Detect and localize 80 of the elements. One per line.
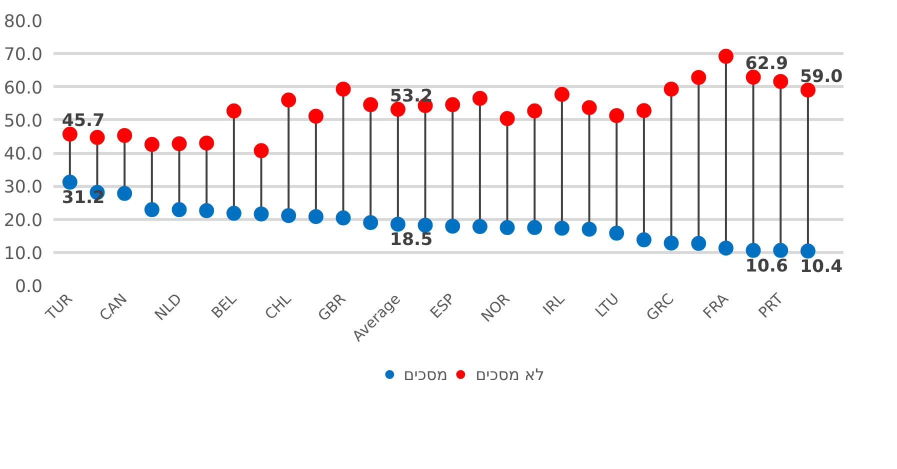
- data-label: 45.7: [62, 111, 105, 132]
- point: [746, 242, 761, 258]
- point: [472, 219, 488, 234]
- point: [636, 103, 652, 118]
- point: [254, 206, 269, 222]
- point: [800, 244, 816, 259]
- point: [363, 97, 378, 112]
- y-tick-label: 60.0: [4, 78, 43, 98]
- point: [691, 70, 706, 85]
- point: [472, 90, 488, 106]
- point: [609, 226, 624, 241]
- point: [691, 236, 706, 251]
- point: [800, 82, 816, 98]
- point: [554, 86, 570, 102]
- x-tick-label: FRA: [700, 290, 732, 322]
- data-label: 31.2: [62, 188, 105, 208]
- point: [172, 136, 187, 152]
- x-tick-label: LTU: [592, 290, 623, 321]
- point: [144, 136, 160, 152]
- point: [746, 70, 761, 85]
- point: [199, 203, 214, 218]
- point: [226, 206, 242, 221]
- point: [117, 128, 132, 143]
- point: [582, 222, 597, 237]
- point: [609, 108, 624, 124]
- x-tick-label: IRL: [540, 290, 569, 319]
- x-tick-label: ESP: [427, 290, 459, 322]
- point: [773, 74, 788, 89]
- data-label: 53.2: [390, 86, 433, 106]
- point: [718, 240, 734, 256]
- point: [554, 220, 570, 236]
- point: [500, 111, 515, 126]
- point: [527, 103, 542, 118]
- point: [117, 186, 132, 201]
- legend-label: מסכים: [404, 364, 448, 384]
- point: [718, 48, 734, 64]
- point: [445, 97, 460, 112]
- y-tick-label: 80.0: [4, 12, 43, 32]
- data-label: 10.6: [745, 256, 788, 276]
- data-label: 59.0: [800, 67, 843, 88]
- point: [336, 82, 351, 97]
- point: [390, 216, 406, 232]
- point: [308, 108, 324, 124]
- x-tick-label: TUR: [42, 290, 76, 324]
- point: [390, 102, 406, 117]
- point: [363, 215, 378, 230]
- y-tick-label: 40.0: [4, 144, 43, 164]
- legend-label: לא מסכים: [476, 364, 544, 384]
- point: [172, 202, 187, 218]
- point: [636, 232, 652, 248]
- point: [254, 143, 269, 158]
- point: [664, 82, 679, 97]
- point: [664, 236, 679, 251]
- y-tick-label: 10.0: [4, 244, 43, 264]
- point: [418, 218, 433, 233]
- point: [62, 126, 78, 142]
- point: [308, 209, 324, 224]
- point: [199, 136, 214, 151]
- point: [773, 242, 788, 258]
- data-label: 10.4: [800, 257, 843, 278]
- point: [582, 100, 597, 116]
- data-label: 18.5: [390, 230, 433, 250]
- point: [527, 220, 542, 236]
- data-label: 62.9: [745, 54, 788, 74]
- x-tick-label: CHL: [262, 290, 296, 324]
- y-tick-label: 0.0: [14, 277, 43, 297]
- y-tick-label: 70.0: [4, 45, 43, 66]
- y-tick-label: 50.0: [4, 111, 43, 132]
- x-tick-label: BEL: [208, 290, 241, 322]
- point: [281, 208, 296, 224]
- y-tick-label: 20.0: [4, 210, 43, 231]
- point: [90, 130, 105, 145]
- point: [144, 202, 160, 218]
- point: [281, 92, 296, 108]
- point: [500, 220, 515, 236]
- y-tick-label: 30.0: [4, 178, 43, 198]
- point: [336, 210, 351, 226]
- point: [62, 174, 78, 190]
- point: [445, 218, 460, 234]
- point: [226, 103, 242, 118]
